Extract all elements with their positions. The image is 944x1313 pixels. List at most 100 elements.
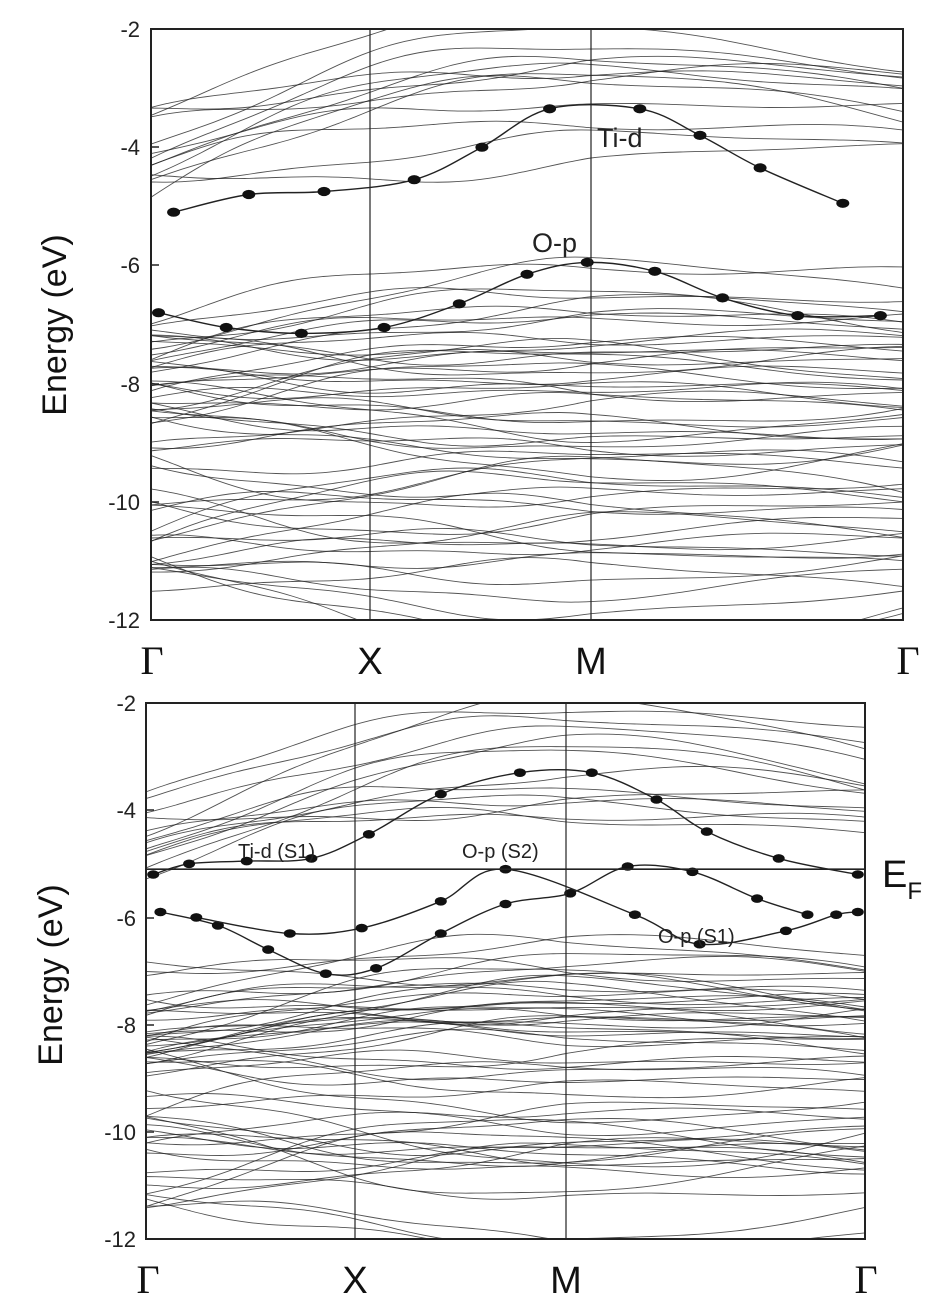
highlighted-band-point (751, 894, 763, 903)
highlighted-band-point (284, 929, 296, 938)
band-curve (146, 1137, 865, 1154)
bottom-kpoint-label-gamma-end: Γ (854, 1257, 877, 1302)
band-curve (146, 711, 865, 792)
highlighted-band-point (363, 830, 375, 839)
band-curve (151, 568, 903, 620)
highlighted-band-line (174, 105, 843, 212)
bottom-kpoint-label-x: X (342, 1260, 367, 1302)
band-curve (146, 935, 865, 974)
highlighted-band-point (356, 924, 368, 933)
band-curve (146, 734, 865, 856)
band-curve (146, 790, 865, 821)
bottom-ytick-label: -12 (104, 1227, 136, 1252)
highlighted-band-point (648, 267, 661, 276)
fermi-level-label: EF (882, 854, 922, 905)
bottom-y-ticks (146, 703, 154, 1239)
band-curve (146, 1080, 865, 1109)
highlighted-band-point (521, 270, 534, 279)
highlighted-band-point (318, 187, 331, 196)
highlighted-band-point (183, 860, 195, 869)
top-ytick-label: -6 (120, 253, 140, 278)
highlighted-band-point (220, 323, 233, 332)
highlighted-band-point (802, 910, 814, 919)
bottom-kpoint-label-gamma: Γ (136, 1257, 159, 1302)
highlighted-band-point (629, 910, 641, 919)
highlighted-band-point (408, 175, 421, 184)
highlighted-band-point (453, 299, 466, 308)
band-curve (151, 75, 903, 197)
highlighted-band-point (378, 323, 391, 332)
bottom-ytick-label: -6 (116, 906, 136, 931)
band-curve (146, 962, 865, 986)
highlighted-band-point (754, 163, 767, 172)
bottom-bands (146, 694, 865, 1257)
band-curve (146, 1195, 865, 1243)
top-ytick-label: -4 (120, 135, 140, 160)
top-y-axis-title: Energy (eV) (36, 234, 74, 415)
band-curve (151, 556, 903, 585)
top-ytick-label: -12 (108, 608, 140, 633)
highlighted-band-point (633, 104, 646, 113)
highlighted-band-point (167, 208, 180, 217)
band-curve (146, 1091, 865, 1167)
band-curve (146, 996, 865, 1034)
band-curve (151, 0, 903, 115)
top-annotation-o-p: O-p (532, 228, 577, 258)
band-curve (151, 438, 903, 456)
band-curve (151, 289, 903, 342)
highlighted-band-point (773, 854, 785, 863)
highlighted-band-point (320, 969, 332, 978)
highlighted-band-point (852, 870, 864, 879)
band-curve (146, 1177, 865, 1200)
band-curve (151, 466, 903, 498)
top-kpoint-label-x: X (357, 641, 382, 683)
top-annotation-ti-d: Ti-d (597, 123, 643, 153)
top-ytick-label: -2 (120, 17, 140, 42)
highlighted-band-point (586, 768, 598, 777)
highlighted-band-point (581, 258, 594, 267)
highlighted-band-point (190, 913, 202, 922)
highlighted-band-point (694, 131, 707, 140)
highlighted-band-point (543, 104, 556, 113)
top-ytick-label: -10 (108, 490, 140, 515)
highlighted-band-point (651, 795, 663, 804)
highlighted-band-point (836, 199, 849, 208)
panel-top: -2 -4 -6 -8 -10 -12 Energy (eV) Γ X M Γ … (36, 0, 920, 683)
highlighted-band-point (370, 964, 382, 973)
highlighted-band-point (852, 908, 864, 917)
bottom-y-axis-title: Energy (eV) (32, 884, 70, 1065)
band-curve (151, 533, 903, 564)
band-curve (146, 1061, 865, 1098)
band-curve (151, 144, 903, 183)
band-curve (146, 1201, 865, 1250)
highlighted-band-point (147, 870, 159, 879)
band-curve (151, 130, 903, 182)
bottom-annotation-ti-d-s1: Ti-d (S1) (238, 841, 315, 863)
band-curve (151, 553, 903, 569)
highlighted-band-point (242, 190, 255, 199)
panel-bottom: -2 -4 -6 -8 -10 -12 Energy (eV) Γ X M Γ … (32, 691, 922, 1302)
highlighted-band-point (435, 897, 447, 906)
fermi-level-label-main: E (882, 854, 907, 896)
top-kpoint-label-gamma-end: Γ (896, 638, 919, 683)
bottom-annotation-o-p-s2: O-p (S2) (462, 841, 539, 863)
band-curve (146, 1143, 865, 1208)
bottom-annotation-o-p-s1: O-p (S1) (658, 926, 735, 948)
highlighted-band-point (500, 900, 512, 909)
band-curve (146, 1016, 865, 1053)
band-curve (146, 750, 865, 849)
highlighted-band-point (716, 293, 729, 302)
top-kpoint-label-m: M (575, 641, 607, 683)
highlighted-band-point (475, 143, 488, 152)
band-curve (151, 557, 903, 640)
band-curve (146, 1149, 865, 1177)
band-curve (146, 766, 865, 842)
band-curve (151, 63, 903, 176)
top-ytick-label: -8 (120, 372, 140, 397)
bottom-kpoint-label-m: M (550, 1260, 582, 1302)
highlighted-band-point (701, 827, 713, 836)
highlighted-band-point (262, 945, 274, 954)
highlighted-band-point (514, 768, 526, 777)
bottom-ytick-label: -4 (116, 798, 136, 823)
highlighted-band-point (154, 908, 166, 917)
